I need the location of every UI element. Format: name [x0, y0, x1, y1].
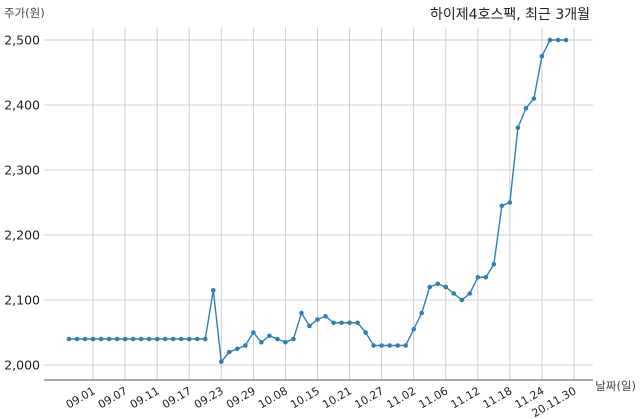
x-tick-label: 09.01	[64, 384, 98, 411]
data-point	[82, 336, 88, 342]
data-point	[170, 336, 176, 342]
data-point	[194, 336, 200, 342]
data-point	[339, 320, 344, 326]
data-point	[379, 343, 384, 348]
x-axis-label: 날짜(일)	[595, 379, 636, 393]
data-point	[491, 261, 497, 267]
data-point	[387, 343, 392, 348]
x-tick-label: 09.17	[160, 384, 194, 411]
y-tick-label: 2,400	[4, 98, 40, 113]
data-point	[283, 339, 288, 345]
data-point	[563, 37, 569, 43]
x-tick-label: 10.21	[320, 384, 354, 411]
data-point	[122, 336, 128, 342]
data-point	[451, 291, 457, 296]
y-tick-label: 2,300	[4, 163, 40, 178]
data-point	[267, 333, 272, 339]
data-point	[355, 320, 360, 326]
data-point	[130, 336, 136, 342]
data-point	[74, 336, 80, 342]
x-tick-label: 10.08	[256, 384, 290, 411]
data-point	[251, 330, 256, 335]
x-tick-label: 10.27	[352, 384, 386, 411]
data-point	[555, 37, 561, 43]
y-tick-label: 2,100	[4, 293, 40, 308]
data-point	[243, 343, 248, 348]
y-tick-label: 2,200	[4, 228, 40, 243]
data-point	[515, 125, 521, 131]
data-point	[259, 339, 264, 345]
data-point	[98, 336, 104, 342]
data-point	[419, 310, 425, 316]
x-tick-label: 11.02	[384, 384, 418, 411]
x-tick-label: 10.15	[288, 384, 322, 411]
data-point	[275, 336, 280, 342]
x-tick-label: 09.07	[96, 384, 130, 411]
data-point	[323, 313, 328, 319]
x-tick-label: 11.12	[449, 384, 483, 411]
x-tick-label: 11.18	[481, 384, 515, 411]
data-point	[483, 274, 489, 280]
data-point	[178, 336, 184, 342]
data-point	[90, 336, 96, 342]
data-point	[507, 200, 513, 205]
x-tick-label: 09.11	[128, 384, 162, 411]
data-point	[219, 359, 224, 365]
data-point	[459, 297, 465, 303]
y-tick-label: 2,500	[4, 33, 40, 48]
data-point	[411, 326, 416, 332]
data-point	[227, 349, 232, 355]
data-point	[363, 330, 368, 335]
data-point	[539, 53, 545, 59]
data-point	[154, 336, 160, 342]
y-tick-labels: 2,000 2,100 2,200 2,300 2,400 2,500	[4, 33, 40, 373]
price-series	[66, 37, 569, 365]
data-point	[475, 274, 481, 280]
data-point	[499, 203, 505, 209]
data-point	[443, 284, 449, 290]
data-point	[547, 37, 553, 43]
data-point	[395, 343, 400, 348]
x-tick-label: 09.23	[192, 384, 226, 411]
x-tick-label: 09.29	[224, 384, 258, 411]
data-point	[427, 284, 433, 290]
data-point	[467, 291, 473, 296]
data-point	[315, 317, 320, 322]
data-point	[307, 323, 312, 329]
data-point	[347, 320, 352, 326]
data-point	[106, 336, 112, 342]
chart-title: 하이제4호스팩, 최근 3개월	[430, 7, 590, 23]
data-point	[403, 343, 408, 348]
data-point	[291, 336, 296, 342]
data-point	[138, 336, 144, 342]
data-point	[299, 310, 304, 316]
data-point	[235, 346, 240, 352]
data-point	[531, 96, 537, 101]
data-point	[331, 320, 336, 326]
data-point	[66, 336, 72, 342]
x-tick-labels: 09.0109.0709.1109.1709.2309.2910.0810.15…	[64, 384, 579, 419]
data-point	[186, 336, 192, 342]
y-axis-label: 주가(원)	[4, 6, 45, 20]
data-point	[114, 336, 120, 342]
data-point	[210, 287, 216, 293]
x-tick-label: 11.06	[416, 384, 450, 411]
data-point	[523, 105, 529, 111]
data-point	[435, 281, 441, 287]
y-tick-label: 2,000	[4, 358, 40, 373]
data-point	[371, 343, 376, 348]
data-point	[146, 336, 152, 342]
data-point	[162, 336, 168, 342]
data-point	[202, 336, 208, 342]
